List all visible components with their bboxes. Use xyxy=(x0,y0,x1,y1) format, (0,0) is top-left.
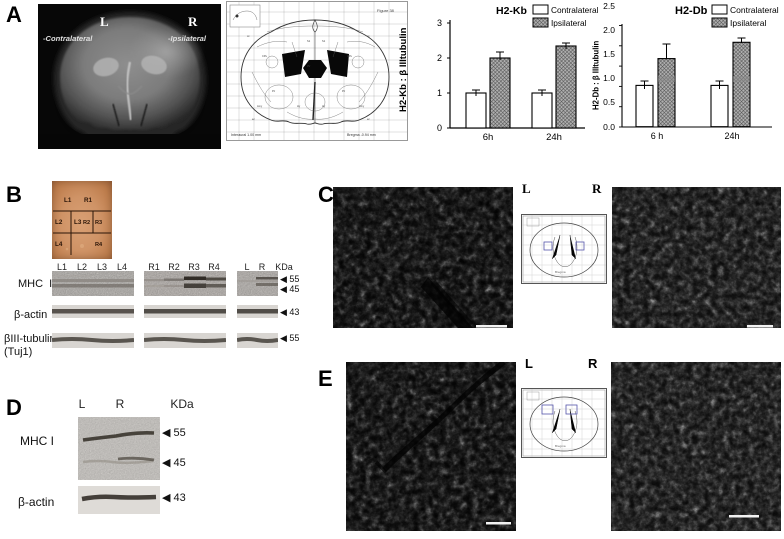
svg-text:Bregma: Bregma xyxy=(555,270,566,274)
svg-text:0: 0 xyxy=(437,123,442,133)
svg-text:0.5: 0.5 xyxy=(603,97,615,107)
svg-text:3V: 3V xyxy=(307,64,310,68)
svg-text:2.0: 2.0 xyxy=(603,25,615,35)
svg-text:1.0: 1.0 xyxy=(603,73,615,83)
svg-text:Figure 38: Figure 38 xyxy=(377,8,395,13)
svg-text:ec: ec xyxy=(252,118,255,121)
svg-text:24h: 24h xyxy=(546,132,562,143)
svg-text:Ipsilateral: Ipsilateral xyxy=(730,18,766,28)
svg-text:6 h: 6 h xyxy=(651,131,664,141)
svg-text:Bregma -0.94 mm: Bregma -0.94 mm xyxy=(347,133,376,137)
svg-text:Interaural 1.00 mm: Interaural 1.00 mm xyxy=(231,133,261,137)
svg-text:-Contralateral: -Contralateral xyxy=(43,34,93,43)
svg-text:Ipsilateral: Ipsilateral xyxy=(551,18,587,28)
svg-text:R3: R3 xyxy=(95,220,102,226)
svg-text:2: 2 xyxy=(437,53,442,63)
svg-text:0.0: 0.0 xyxy=(603,122,615,132)
svg-text:L4: L4 xyxy=(55,241,63,248)
svg-text:S1: S1 xyxy=(307,39,311,43)
svg-text:CPu: CPu xyxy=(347,54,353,58)
svg-text:Pir: Pir xyxy=(272,89,275,93)
svg-text:24h: 24h xyxy=(724,131,739,141)
svg-text:S1: S1 xyxy=(322,39,326,43)
svg-text:R: R xyxy=(188,14,198,29)
svg-text:Amy: Amy xyxy=(359,104,365,108)
svg-text:2.5: 2.5 xyxy=(603,1,615,11)
svg-text:L: L xyxy=(100,14,109,29)
svg-text:H2-Kb: H2-Kb xyxy=(496,5,527,17)
svg-text:H2-Db: H2-Db xyxy=(675,5,708,17)
svg-text:1: 1 xyxy=(437,88,442,98)
svg-text:-Ipsilateral: -Ipsilateral xyxy=(168,34,207,43)
svg-text:cc: cc xyxy=(247,35,250,38)
svg-text:6h: 6h xyxy=(483,132,494,143)
svg-text:R1: R1 xyxy=(84,197,93,204)
svg-text:R2: R2 xyxy=(83,220,90,226)
svg-text:3: 3 xyxy=(437,18,442,28)
svg-text:Pir: Pir xyxy=(342,89,345,93)
svg-text:1.5: 1.5 xyxy=(603,49,615,59)
svg-text:ec: ec xyxy=(367,118,370,121)
svg-text:L3: L3 xyxy=(74,219,82,226)
svg-text:R4: R4 xyxy=(95,242,103,248)
svg-text:L2: L2 xyxy=(55,219,63,226)
svg-text:Amy: Amy xyxy=(257,104,263,108)
svg-text:Bregma: Bregma xyxy=(555,444,566,448)
svg-text:Hy: Hy xyxy=(297,104,301,108)
svg-text:Contralateral: Contralateral xyxy=(551,5,599,15)
svg-text:CPu: CPu xyxy=(262,54,268,58)
svg-text:Contralateral: Contralateral xyxy=(730,5,779,15)
svg-text:Hy: Hy xyxy=(322,104,326,108)
svg-text:L1: L1 xyxy=(64,197,72,204)
